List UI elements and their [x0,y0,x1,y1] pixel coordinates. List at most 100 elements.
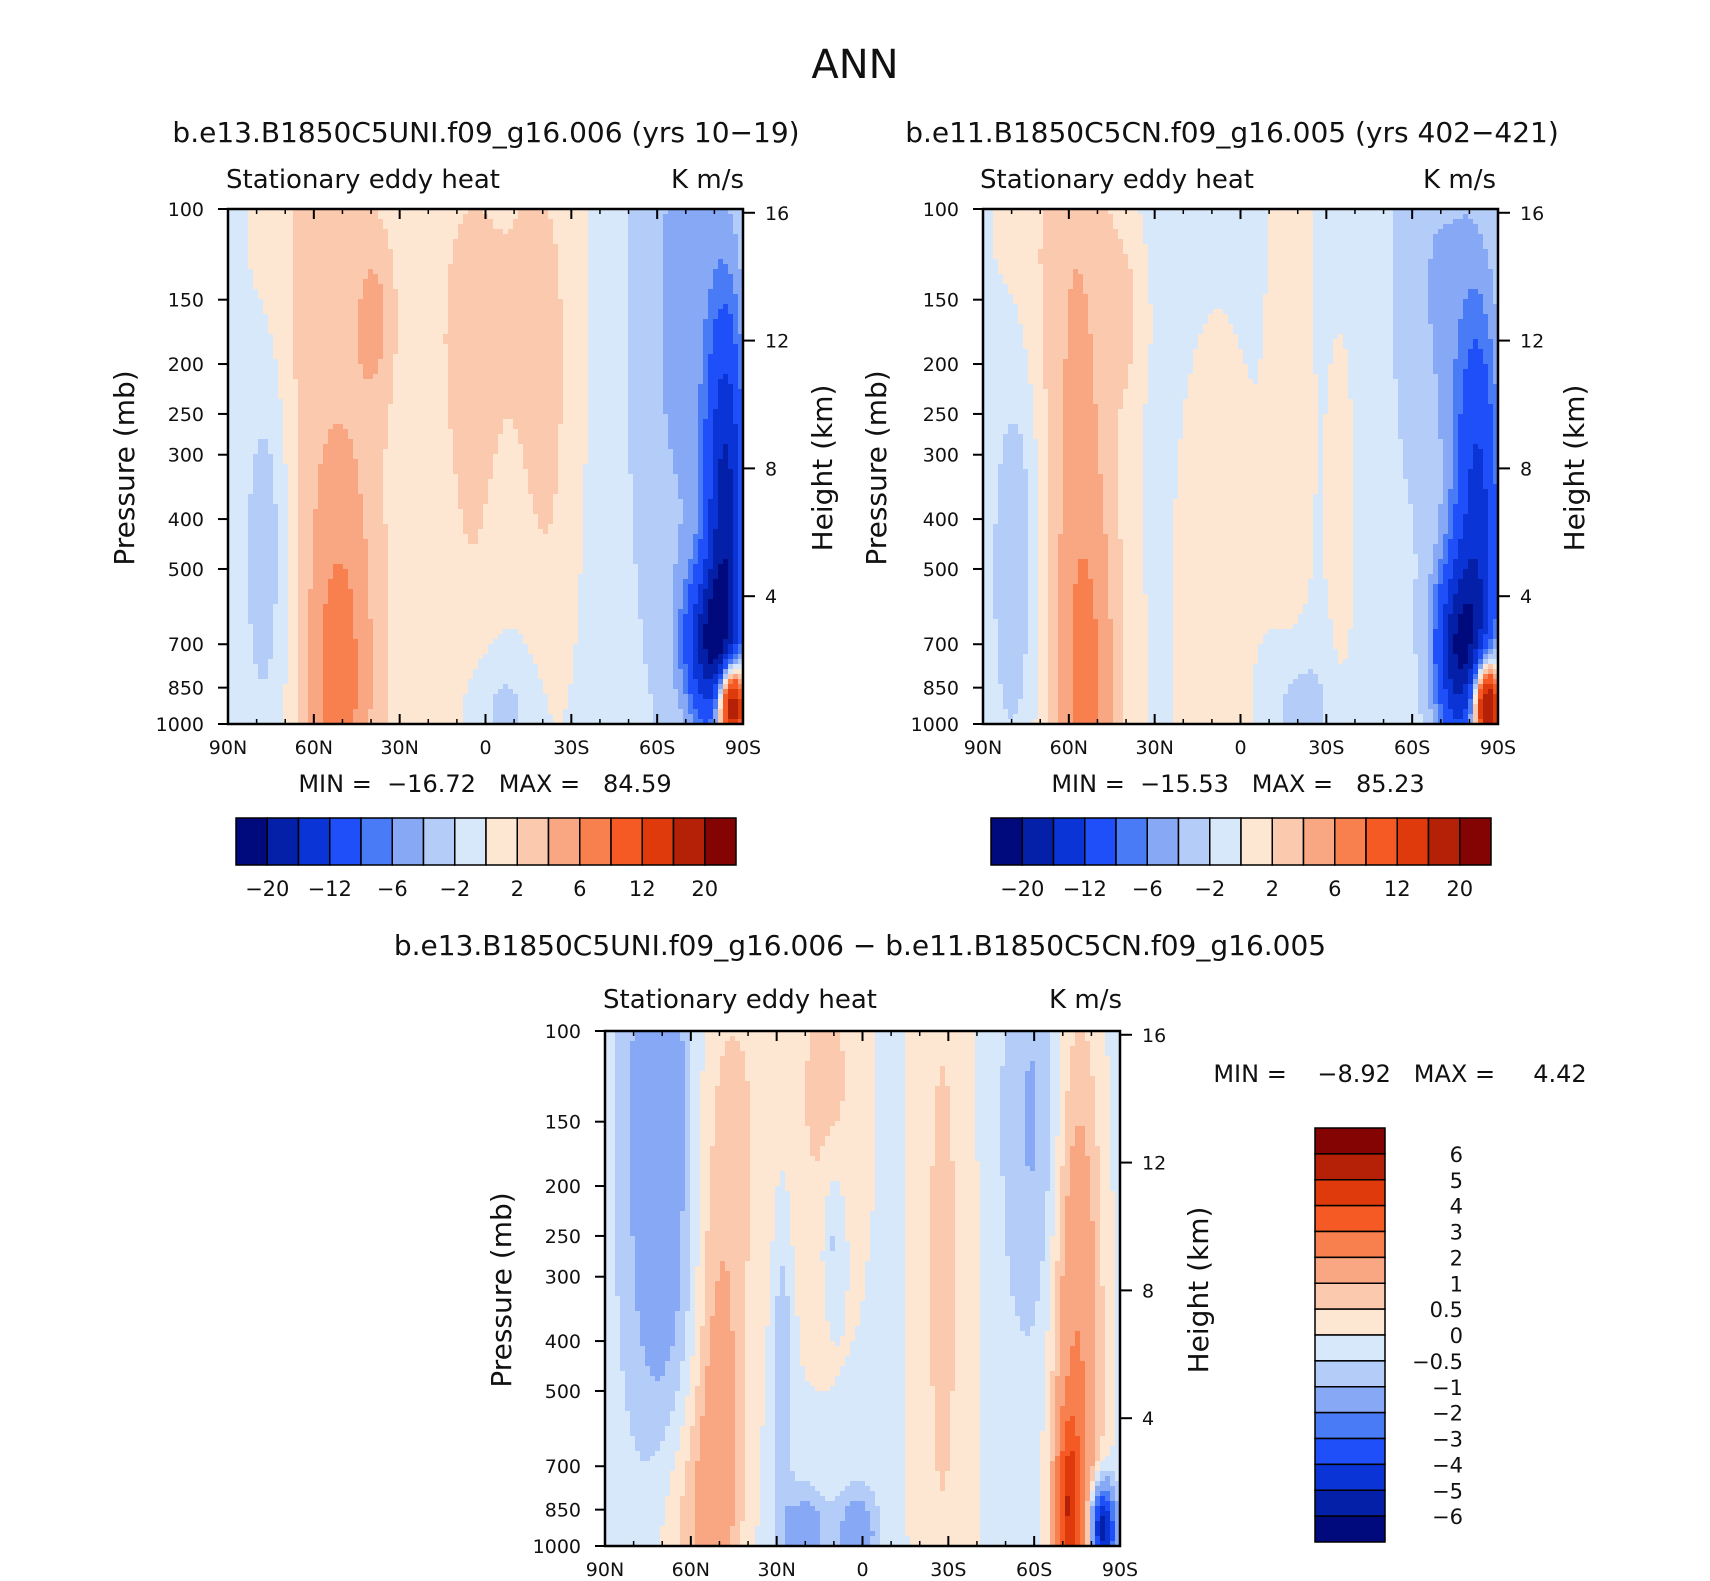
contour-cell [548,439,554,445]
contour-cell [263,244,269,250]
contour-cell [233,244,239,250]
contour-cell [708,234,714,240]
contour-cell [548,384,554,390]
contour-cell [518,394,524,400]
contour-cell [673,399,679,405]
contour-cell [568,434,574,440]
contour-cell [553,289,559,295]
contour-cell [348,429,354,435]
contour-cell [693,399,699,405]
contour-cell [238,229,244,235]
contour-cell [358,239,364,245]
contour-cell [313,364,319,370]
contour-cell [303,309,309,315]
contour-cell [398,389,404,395]
contour-cell [713,379,719,385]
contour-cell [248,374,254,380]
contour-cell [263,354,269,360]
contour-cell [528,214,534,220]
contour-cell [693,434,699,440]
contour-cell [593,244,599,250]
contour-cell [693,364,699,370]
contour-cell [568,399,574,405]
contour-cell [418,419,424,425]
contour-cell [678,349,684,355]
contour-cell [428,219,434,225]
contour-cell [708,389,714,395]
contour-cell [553,399,559,405]
contour-cell [633,414,639,420]
contour-cell [303,299,309,305]
contour-cell [233,224,239,230]
contour-cell [333,369,339,375]
contour-cell [738,259,744,265]
contour-cell [653,344,659,350]
contour-cell [533,374,539,380]
contour-cell [458,294,464,300]
contour-cell [613,244,619,250]
contour-cell [343,234,349,240]
contour-cell [268,444,274,450]
contour-cell [418,284,424,290]
contour-cell [233,339,239,345]
contour-cell [423,219,429,225]
contour-cell [343,419,349,425]
contour-cell [338,424,344,430]
contour-cell [563,414,569,420]
contour-cell [438,239,444,245]
contour-cell [308,349,314,355]
contour-cell [423,264,429,270]
contour-cell [403,234,409,240]
contour-cell [398,364,404,370]
contour-cell [393,399,399,405]
contour-cell [588,374,594,380]
contour-cell [443,384,449,390]
contour-cell [408,389,414,395]
contour-cell [588,294,594,300]
contour-cell [563,284,569,290]
contour-cell [568,309,574,315]
contour-cell [453,444,459,450]
contour-cell [408,364,414,370]
contour-cell [703,414,709,420]
contour-cell [673,379,679,385]
contour-cell [493,319,499,325]
contour-cell [668,354,674,360]
contour-cell [378,389,384,395]
contour-cell [643,349,649,355]
contour-cell [373,354,379,360]
contour-cell [573,284,579,290]
contour-cell [348,274,354,280]
contour-cell [358,399,364,405]
contour-cell [698,264,704,270]
contour-cell [508,289,514,295]
contour-cell [728,229,734,235]
contour-cell [268,419,274,425]
contour-cell [318,404,324,410]
contour-cell [558,214,564,220]
contour-cell [708,329,714,335]
contour-cell [363,259,369,265]
contour-cell [253,394,259,400]
contour-cell [713,254,719,260]
contour-cell [423,319,429,325]
contour-cell [503,329,509,335]
contour-cell [678,384,684,390]
contour-cell [418,274,424,280]
contour-cell [668,369,674,375]
contour-cell [733,399,739,405]
contour-cell [613,324,619,330]
contour-cell [463,314,469,320]
contour-cell [518,399,524,405]
contour-cell [323,409,329,415]
contour-cell [313,344,319,350]
contour-cell [513,299,519,305]
contour-cell [458,414,464,420]
contour-cell [453,214,459,220]
contour-cell [668,309,674,315]
contour-cell [363,394,369,400]
contour-cell [548,414,554,420]
contour-cell [318,359,324,365]
contour-cell [558,419,564,425]
contour-cell [648,259,654,265]
